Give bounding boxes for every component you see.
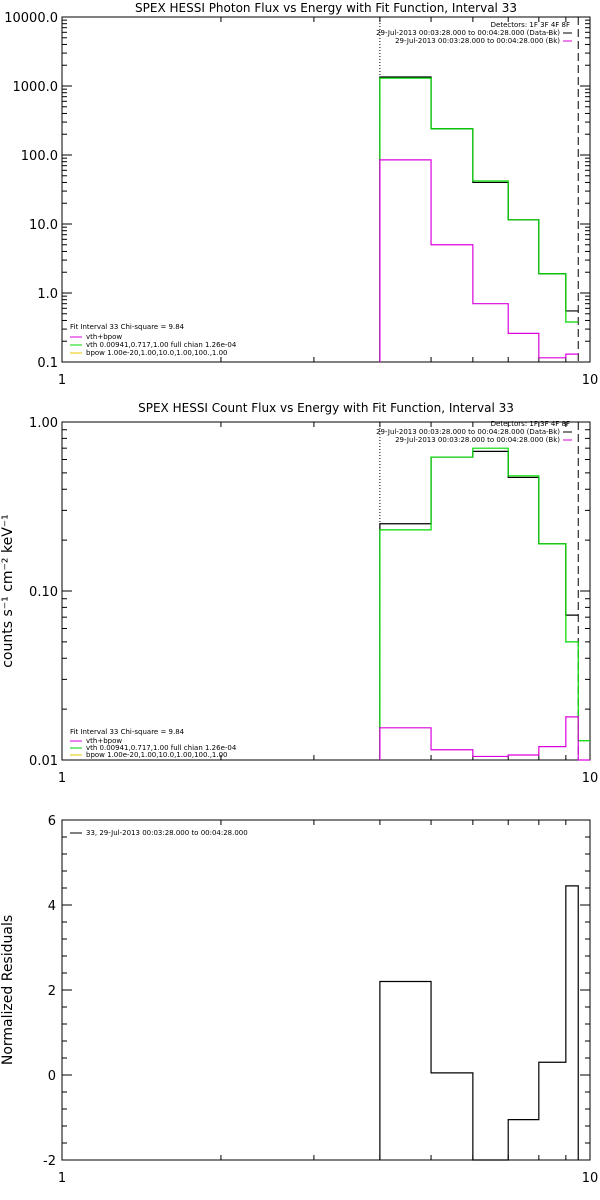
panel2-detectors-label: Detectors: 1F 3F 4F 8F [491, 420, 570, 428]
panel1-detectors-label: Detectors: 1F 3F 4F 8F [491, 21, 570, 29]
panel3-y-tick-label: 2 [48, 984, 56, 999]
panel3-y-tick-label: 6 [48, 814, 56, 829]
panel2-legend-entry-vth: vth 0.00941,0.717,1.00 full chian 1.26e-… [86, 744, 237, 752]
panel1-y-tick-label: 100.0 [21, 149, 58, 164]
panel2-legend-entry-sum: vth+bpow [86, 737, 122, 745]
panel3-axes-frame [61, 819, 591, 1161]
panel2-y-tick-label: 0.10 [29, 585, 58, 600]
panel1-fit-header: Fit Interval 33 Chi-square = 9.84 [70, 323, 185, 331]
panel3-series-1-step-line [379, 885, 579, 1161]
panel1-series-2-step-line [379, 77, 579, 362]
panel2-axes-frame [61, 421, 591, 761]
panel3-x-tick-label: 10 [582, 1171, 599, 1186]
panel3-y-tick-label: 0 [48, 1069, 56, 1084]
panel1-y-tick-label: 1000.0 [13, 80, 59, 95]
panel3-y-axis-label: Normalized Residuals [0, 915, 16, 1065]
panel2-x-tick-label: 1 [58, 771, 66, 786]
panel2-y-tick-label: 1.00 [29, 416, 58, 431]
panel2-series-1-step-line [379, 450, 579, 760]
panel2-y-axis-label: counts s⁻¹ cm⁻² keV⁻¹ [0, 514, 16, 668]
panel1-x-tick-label: 1 [58, 373, 66, 388]
panel1-legend-entry-vth: vth 0.00941,0.717,1.00 full chian 1.26e-… [86, 341, 237, 349]
panel1-y-tick-label: 10000.0 [4, 11, 58, 26]
panel2-legend-entry-bpow: bpow 1.00e-20,1.00,10.0,1.00,100.,1.00 [86, 751, 228, 759]
panel2-x-tick-label: 10 [582, 771, 599, 786]
panel1-series-3-step-line [379, 159, 579, 362]
panel3-y-tick-label: -2 [43, 1154, 56, 1169]
panel1-title: SPEX HESSI Photon Flux vs Energy with Fi… [135, 1, 517, 15]
panel1-y-tick-label: 10.0 [29, 218, 58, 233]
panel2-interval-bk-label: 29-Jul-2013 00:03:28.000 to 00:04:28.000… [395, 436, 560, 444]
panel3-y-tick-label: 4 [48, 899, 56, 914]
panel2-series-3-step-line [379, 716, 590, 761]
panel2-title: SPEX HESSI Count Flux vs Energy with Fit… [138, 401, 514, 415]
panel1-interval-data-label: 29-Jul-2013 00:03:28.000 to 00:04:28.000… [376, 29, 560, 37]
panel1-series-1-step-line [379, 76, 579, 362]
panel2-fit-header: Fit Interval 33 Chi-square = 9.84 [70, 728, 185, 736]
panel2-interval-data-label: 29-Jul-2013 00:03:28.000 to 00:04:28.000… [376, 428, 560, 436]
panel1-y-tick-label: 1.0 [37, 287, 58, 302]
panel1-axes-frame [61, 16, 591, 363]
panel1-x-tick-label: 10 [582, 373, 599, 388]
panel1-interval-bk-label: 29-Jul-2013 00:03:28.000 to 00:04:28.000… [395, 37, 560, 45]
panel1-legend-entry-bpow: bpow 1.00e-20,1.00,10.0,1.00,100.,1.00 [86, 349, 228, 357]
panel1-y-tick-label: 0.1 [37, 356, 58, 371]
panel3-x-tick-label: 1 [58, 1171, 66, 1186]
panel2-series-2-step-line [379, 447, 590, 760]
panel1-legend-entry-sum: vth+bpow [86, 333, 122, 341]
panel2-y-tick-label: 0.01 [29, 754, 58, 769]
panel3-legend-entry: 33, 29-Jul-2013 00:03:28.000 to 00:04:28… [86, 829, 248, 837]
